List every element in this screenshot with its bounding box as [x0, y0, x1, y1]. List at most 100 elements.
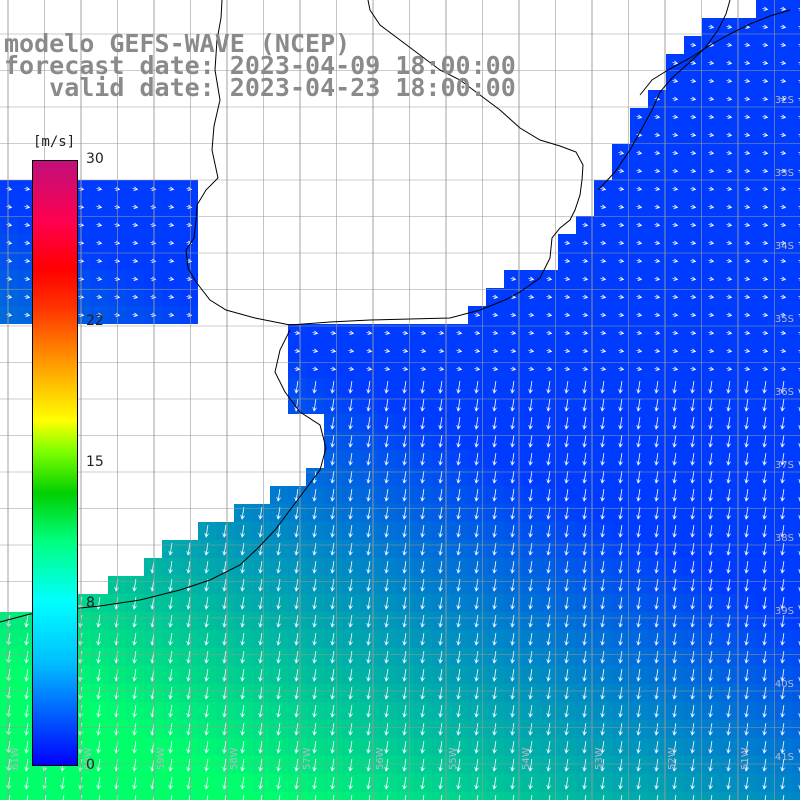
wind-arrow [240, 561, 245, 574]
wind-arrow [762, 597, 767, 610]
wind-cell [792, 396, 800, 414]
wind-arrow [780, 453, 785, 466]
wind-arrow [384, 759, 389, 772]
wind-arrow [672, 507, 677, 520]
wind-arrow [204, 669, 209, 682]
wind-arrow [132, 597, 137, 610]
wind-arrow [636, 222, 643, 228]
wind-arrow [780, 579, 785, 592]
wind-arrow [690, 150, 697, 156]
wind-arrow [294, 651, 299, 664]
wind-arrow [168, 561, 173, 574]
wind-arrow [780, 597, 785, 610]
wind-arrow [654, 723, 659, 736]
wind-cell [198, 792, 216, 800]
wind-arrow [402, 471, 407, 484]
wind-arrow [798, 677, 800, 682]
wind-arrow [528, 651, 533, 664]
wind-arrow [672, 276, 679, 282]
wind-arrow [708, 741, 713, 754]
wind-arrow [60, 777, 65, 790]
wind-arrow [386, 795, 389, 800]
wind-arrow [780, 417, 785, 430]
wind-arrow [348, 633, 353, 646]
wind-arrow [348, 453, 353, 466]
wind-arrow [600, 615, 605, 628]
wind-arrow [636, 276, 643, 282]
wind-arrow [618, 759, 623, 772]
wind-arrow [492, 471, 497, 484]
wind-arrow [96, 669, 101, 682]
wind-arrow [276, 597, 281, 610]
colorbar-tick-label: 8 [86, 595, 95, 612]
wind-arrow [438, 777, 443, 790]
wind-arrow [258, 687, 263, 700]
wind-arrow [690, 132, 697, 138]
wind-arrow [762, 669, 767, 682]
wind-arrow [510, 489, 515, 502]
wind-arrow [402, 777, 407, 790]
wind-arrow [726, 471, 731, 484]
wind-arrow [618, 240, 625, 246]
wind-arrow [276, 651, 281, 664]
wind-arrow [456, 471, 461, 484]
wind-arrow [420, 435, 425, 448]
wind-arrow [672, 78, 679, 84]
wind-arrow [260, 795, 263, 800]
wind-cell [792, 342, 800, 360]
wind-arrow [330, 435, 335, 448]
wind-arrow [744, 453, 749, 466]
wind-arrow [672, 435, 677, 448]
wind-arrow [278, 795, 281, 800]
wind-arrow [636, 399, 641, 412]
wind-arrow [528, 777, 533, 790]
wind-arrow [582, 777, 587, 790]
wind-arrow [762, 633, 767, 646]
wind-arrow [744, 507, 749, 520]
wind-arrow [780, 186, 787, 192]
wind-arrow [492, 417, 497, 430]
wind-arrow [456, 687, 461, 700]
wind-arrow [186, 741, 191, 754]
wind-arrow [672, 705, 677, 718]
wind-arrow [420, 348, 427, 354]
wind-arrow [546, 651, 551, 664]
wind-arrow [312, 741, 317, 754]
wind-arrow [690, 96, 697, 102]
wind-arrow [168, 777, 173, 790]
wind-arrow [330, 705, 335, 718]
wind-arrow [762, 168, 769, 174]
wind-arrow [690, 60, 697, 66]
wind-arrow [762, 96, 769, 102]
wind-arrow [600, 435, 605, 448]
wind-arrow [654, 114, 661, 120]
wind-arrow [348, 687, 353, 700]
wind-arrow [132, 633, 137, 646]
wind-cell [792, 666, 800, 684]
wind-arrow [600, 258, 607, 264]
wind-arrow [546, 294, 553, 300]
wind-arrow [494, 795, 497, 800]
wind-arrow [690, 453, 695, 466]
wind-arrow [240, 525, 245, 538]
wind-arrow [672, 525, 677, 538]
wind-arrow [582, 366, 589, 372]
wind-arrow [348, 507, 353, 520]
wind-arrow [438, 561, 443, 574]
wind-arrow [510, 633, 515, 646]
wind-arrow [312, 687, 317, 700]
wind-arrow [528, 669, 533, 682]
wind-arrow [708, 168, 715, 174]
wind-arrow [366, 525, 371, 538]
wind-arrow [276, 561, 281, 574]
wind-arrow [366, 435, 371, 448]
wind-arrow [258, 723, 263, 736]
wind-arrow [384, 366, 391, 372]
wind-arrow [528, 294, 535, 300]
wind-arrow [204, 687, 209, 700]
wind-arrow [708, 60, 715, 66]
wind-arrow [726, 633, 731, 646]
wind-arrow [636, 669, 641, 682]
wind-cell [18, 792, 36, 800]
wind-arrow [762, 705, 767, 718]
